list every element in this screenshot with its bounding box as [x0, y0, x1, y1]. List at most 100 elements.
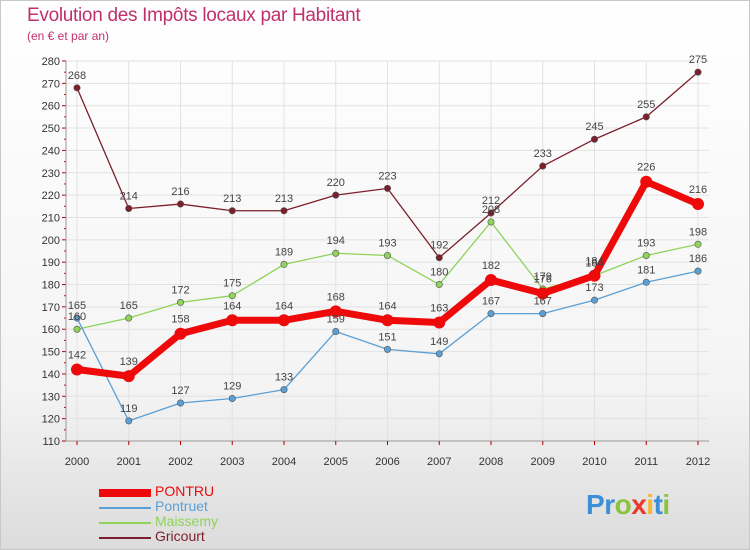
- data-point-maissemy: [435, 281, 443, 289]
- y-tick-label: 250: [42, 123, 60, 135]
- data-point-pontruet: [125, 417, 133, 425]
- data-point-maissemy: [383, 251, 391, 259]
- data-label-pontruet: 119: [120, 403, 138, 415]
- data-point-pontru: [588, 269, 601, 282]
- x-tick-label: 2001: [117, 456, 141, 468]
- data-point-pontruet: [590, 296, 598, 304]
- legend-swatch: [99, 507, 151, 509]
- data-point-pontruet: [383, 345, 391, 353]
- data-point-pontru: [71, 363, 83, 376]
- data-label-pontru: 158: [171, 314, 189, 326]
- data-label-maissemy: 198: [689, 226, 707, 238]
- x-tick-label: 2003: [220, 456, 244, 468]
- legend-swatch: [99, 537, 151, 539]
- x-tick-label: 2011: [634, 456, 658, 468]
- y-tick-label: 260: [42, 101, 60, 113]
- data-label-pontru: 184: [585, 256, 603, 268]
- series-layer: [71, 68, 704, 425]
- y-tick-label: 220: [42, 190, 60, 202]
- data-point-gricourt: [383, 184, 391, 192]
- data-label-pontru: 168: [327, 291, 345, 303]
- data-point-pontru: [381, 314, 394, 327]
- y-tick-label: 210: [42, 212, 60, 224]
- data-point-maissemy: [332, 249, 340, 257]
- data-label-pontruet: 151: [378, 331, 396, 343]
- data-point-pontruet: [642, 278, 650, 286]
- x-tick-label: 2005: [324, 456, 348, 468]
- data-label-gricourt: 275: [689, 54, 707, 66]
- data-label-maissemy: 189: [275, 246, 293, 258]
- data-label-maissemy: 193: [637, 237, 655, 249]
- gridlines: [66, 60, 709, 442]
- data-point-maissemy: [280, 260, 288, 268]
- legend-swatch: [99, 522, 151, 524]
- data-point-pontruet: [435, 350, 443, 358]
- data-point-pontru: [174, 327, 187, 340]
- data-label-gricourt: 212: [482, 195, 500, 207]
- y-tick-label: 170: [42, 302, 60, 314]
- data-label-pontruet: 129: [223, 381, 241, 393]
- data-point-gricourt: [228, 207, 236, 215]
- data-label-maissemy: 184: [585, 258, 603, 270]
- data-labels: 268 214 216 213 213 220 223 192 212 233 245 255 275 1…: [68, 54, 707, 415]
- data-label-gricourt: 214: [120, 191, 138, 203]
- legend-swatch: [99, 489, 151, 497]
- data-point-pontru: [536, 287, 549, 300]
- y-tick-label: 180: [42, 280, 60, 292]
- data-label-pontru: 216: [689, 184, 707, 196]
- y-tick-label: 190: [42, 257, 60, 269]
- data-point-maissemy: [228, 292, 236, 300]
- data-point-pontru: [640, 175, 653, 188]
- data-point-gricourt: [590, 135, 598, 143]
- data-point-gricourt: [177, 200, 185, 208]
- logo-letter: i: [662, 489, 670, 520]
- data-label-pontruet: 173: [585, 282, 603, 294]
- x-tick-label: 2012: [686, 456, 710, 468]
- data-label-pontruet: 167: [534, 296, 552, 308]
- data-point-maissemy: [487, 218, 495, 226]
- data-point-gricourt: [125, 205, 133, 213]
- logo-letter: o: [614, 489, 632, 520]
- x-tick-label: 2010: [582, 456, 606, 468]
- data-label-pontru: 176: [534, 273, 552, 285]
- data-point-maissemy: [642, 251, 650, 259]
- logo-letter: t: [653, 489, 663, 520]
- proxiti-logo: Proxiti: [586, 489, 670, 521]
- x-tick-label: 2004: [272, 456, 296, 468]
- data-point-maissemy: [177, 298, 185, 306]
- data-point-gricourt: [642, 113, 650, 121]
- legend-label: PONTRU: [155, 483, 215, 499]
- data-point-pontruet: [280, 386, 288, 394]
- data-point-maissemy: [73, 325, 81, 333]
- y-tick-label: 230: [42, 168, 60, 180]
- data-label-maissemy: 208: [482, 204, 500, 216]
- data-label-pontru: 164: [275, 300, 293, 312]
- data-label-gricourt: 192: [430, 240, 448, 252]
- data-point-gricourt: [694, 68, 702, 76]
- data-label-gricourt: 255: [637, 99, 655, 111]
- data-label-maissemy: 180: [430, 267, 448, 279]
- data-point-maissemy: [694, 240, 702, 248]
- data-label-pontru: 226: [637, 162, 655, 174]
- x-tick-label: 2007: [427, 456, 451, 468]
- data-label-maissemy: 165: [120, 300, 138, 312]
- logo-letter: x: [631, 489, 647, 520]
- data-point-maissemy: [125, 314, 133, 322]
- data-label-gricourt: 213: [223, 193, 241, 205]
- data-label-maissemy: 172: [171, 284, 189, 296]
- data-point-gricourt: [487, 209, 495, 217]
- data-point-pontruet: [73, 314, 81, 322]
- data-label-gricourt: 220: [327, 177, 345, 189]
- legend-label: Gricourt: [155, 528, 205, 544]
- data-label-gricourt: 268: [68, 70, 86, 82]
- data-label-pontru: 164: [378, 300, 396, 312]
- data-point-pontruet: [487, 310, 495, 318]
- data-label-maissemy: 194: [327, 235, 345, 247]
- y-tick-label: 160: [42, 324, 60, 336]
- data-point-pontru: [692, 198, 704, 211]
- data-label-gricourt: 233: [534, 148, 552, 160]
- y-tick-label: 130: [42, 391, 60, 403]
- data-point-gricourt: [73, 84, 81, 92]
